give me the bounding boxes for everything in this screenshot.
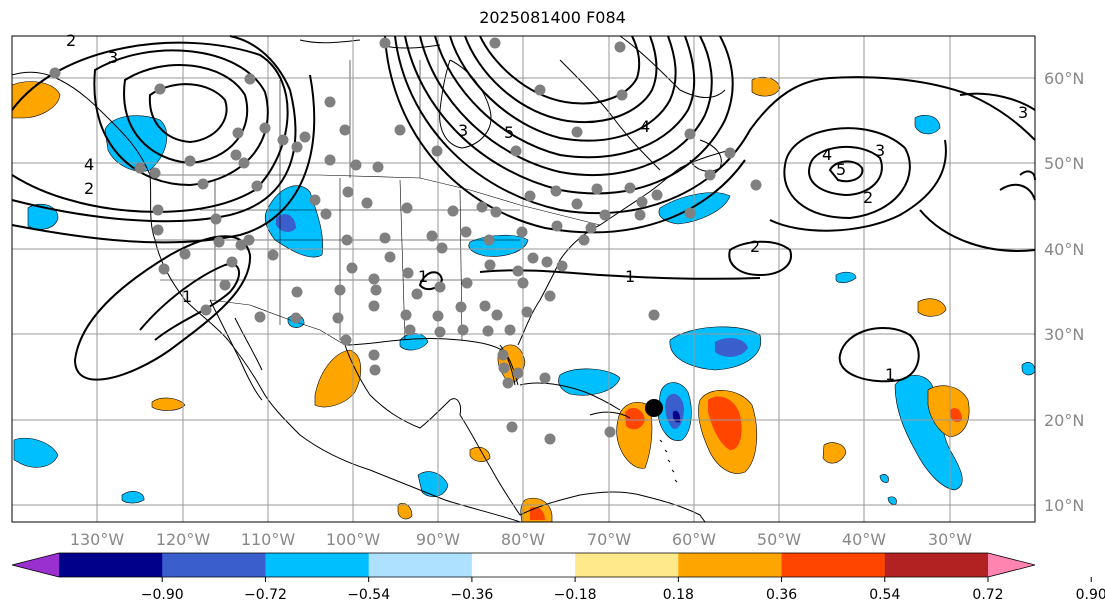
contour-label: 1 (418, 267, 428, 286)
contour-label-group: 1 1 2 2 2 3 3 4 4 5 5 3 2 1 1 4 3 (66, 31, 1028, 384)
contour-label: 2 (66, 31, 76, 50)
colorbar-extend-low (12, 553, 59, 577)
colorbar: −0.90 −0.72 −0.54 −0.36 −0.18 0.18 0.36 0.54 0.7… (11, 552, 1105, 603)
colorbar-segment (265, 553, 370, 577)
lon-label: 120°W (156, 530, 211, 549)
contour-label: 5 (836, 160, 846, 179)
contour-label: 3 (875, 141, 885, 160)
contour-label: 2 (750, 237, 760, 256)
colorbar-segment (575, 553, 679, 577)
map-title: 2025081400 F084 (479, 8, 626, 27)
contour-label: 4 (640, 117, 650, 136)
colorbar-segment (781, 553, 886, 577)
contour-label: 3 (458, 121, 468, 140)
colorbar-segment (368, 553, 473, 577)
lat-label: 10°N (1044, 496, 1084, 515)
lat-label: 50°N (1044, 154, 1084, 173)
colorbar-segment (59, 553, 163, 577)
contour-label: 2 (863, 188, 873, 207)
contour-label: 5 (504, 123, 514, 142)
lat-label: 60°N (1044, 69, 1084, 88)
colorbar-segment (471, 553, 576, 577)
lon-label: 80°W (501, 530, 545, 549)
colorbar-tick-label: −0.90 (141, 587, 184, 603)
lon-label: 110°W (241, 530, 296, 549)
storm-center-marker (645, 399, 663, 417)
lon-label: 50°W (757, 530, 801, 549)
longitude-labels: 130°W 120°W 110°W 100°W 90°W 80°W 70°W 6… (70, 530, 972, 549)
lon-label: 130°W (70, 530, 125, 549)
latitude-labels: 60°N 50°N 40°N 30°N 20°N 10°N (1044, 69, 1084, 515)
colorbar-segment (884, 553, 989, 577)
colorbar-tick-label: −0.72 (244, 587, 287, 603)
contour-label: 4 (84, 155, 94, 174)
colorbar-tick-label: −0.36 (450, 587, 493, 603)
contour-label: 4 (822, 145, 832, 164)
colorbar-tick-label: 0.72 (972, 587, 1003, 603)
lon-label: 40°W (842, 530, 886, 549)
colorbar-tick-label: 0.90 (1076, 587, 1105, 603)
colorbar-tick-label: −0.18 (554, 587, 597, 603)
borders (152, 60, 601, 346)
lat-label: 20°N (1044, 411, 1084, 430)
colorbar-tick-label: 0.18 (663, 587, 694, 603)
station-markers (49, 37, 762, 445)
colorbar-extend-high (988, 553, 1035, 577)
lon-label: 100°W (326, 530, 381, 549)
contour-label: 1 (625, 267, 635, 286)
colorbar-outline (11, 552, 1036, 578)
lon-label: 70°W (587, 530, 631, 549)
lon-label: 90°W (416, 530, 460, 549)
lat-label: 30°N (1044, 325, 1084, 344)
contour-label: 1 (182, 287, 192, 306)
colorbar-tick-label: 0.54 (869, 587, 900, 603)
contour-label: 1 (885, 365, 895, 384)
lon-label: 30°W (928, 530, 972, 549)
contour-lines (11, 35, 1036, 383)
contour-label: 2 (84, 179, 94, 198)
contour-label: 3 (108, 48, 118, 67)
colorbar-segment (162, 553, 266, 577)
colorbar-tick-label: 0.36 (766, 587, 797, 603)
coastlines (11, 35, 731, 523)
map-panel: 1 1 2 2 2 3 3 4 4 5 5 3 2 1 1 4 3 (11, 31, 1036, 523)
lon-label: 60°W (672, 530, 716, 549)
colorbar-tick-label: −0.54 (347, 587, 390, 603)
lat-label: 40°N (1044, 240, 1084, 259)
colorbar-segment (678, 553, 783, 577)
contour-label: 3 (1018, 103, 1028, 122)
